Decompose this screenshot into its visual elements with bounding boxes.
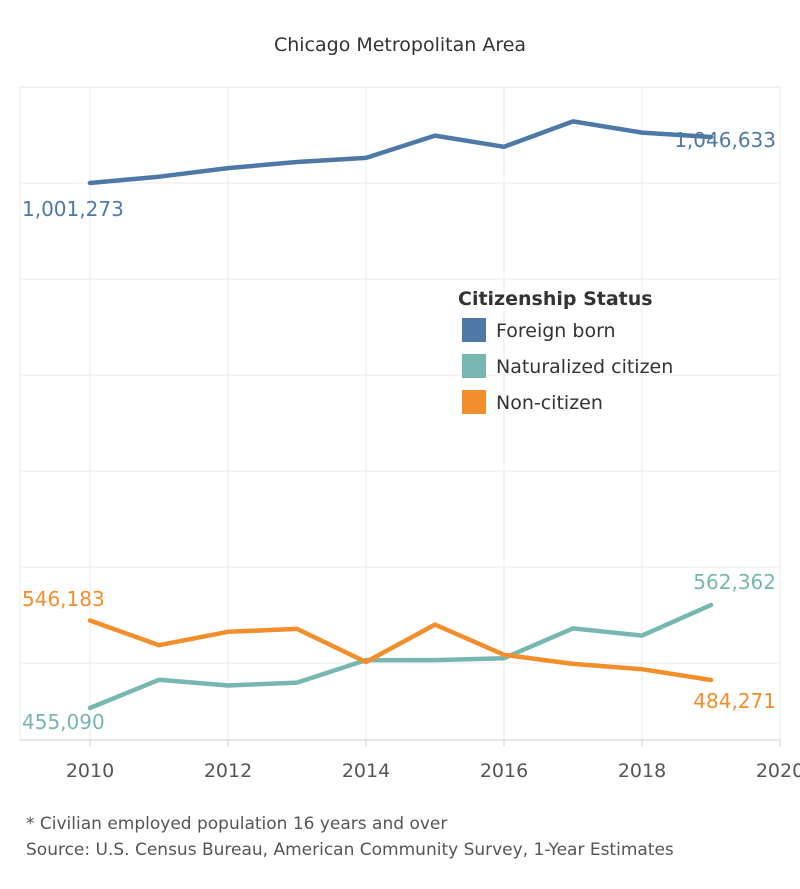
gridlines xyxy=(19,86,781,740)
source-note: Source: U.S. Census Bureau, American Com… xyxy=(26,840,674,860)
legend-swatch xyxy=(462,318,486,342)
x-tick-label: 2010 xyxy=(66,760,114,782)
legend: Citizenship Status Foreign born Naturalize… xyxy=(458,288,673,414)
legend-label: Naturalized citizen xyxy=(496,356,673,378)
legend-swatch xyxy=(462,390,486,414)
data-labels: 1,001,273 1,046,633 455,090 562,362 546,183 4… xyxy=(22,128,776,734)
data-label: 484,271 xyxy=(693,689,776,713)
x-tick-label: 2016 xyxy=(480,760,528,782)
x-tick-label: 2018 xyxy=(618,760,666,782)
chart-title: Chicago Metropolitan Area xyxy=(273,34,527,56)
x-axis: 2010 2012 2014 2016 2018 2020 xyxy=(20,739,800,782)
series-line-naturalized-citizen xyxy=(87,602,714,711)
line-chart: 2010 2012 2014 2016 2018 2020 1,001,273 1,046,… xyxy=(19,86,800,782)
legend-swatch xyxy=(462,354,486,378)
legend-label: Foreign born xyxy=(496,320,616,342)
x-tick-label: 2014 xyxy=(342,760,390,782)
legend-title: Citizenship Status xyxy=(458,288,653,310)
series-line-foreign-born xyxy=(87,119,714,186)
data-label: 1,046,633 xyxy=(674,128,776,152)
data-label: 1,001,273 xyxy=(22,197,124,221)
data-label: 562,362 xyxy=(693,570,776,594)
data-label: 455,090 xyxy=(22,710,105,734)
data-label: 546,183 xyxy=(22,587,105,611)
x-tick-label: 2020 xyxy=(756,760,800,782)
series-line-non-citizen xyxy=(87,618,714,683)
series-lines xyxy=(87,119,714,711)
legend-label: Non-citizen xyxy=(496,392,603,414)
x-tick-label: 2012 xyxy=(204,760,252,782)
footnote: * Civilian employed population 16 years … xyxy=(26,814,448,834)
